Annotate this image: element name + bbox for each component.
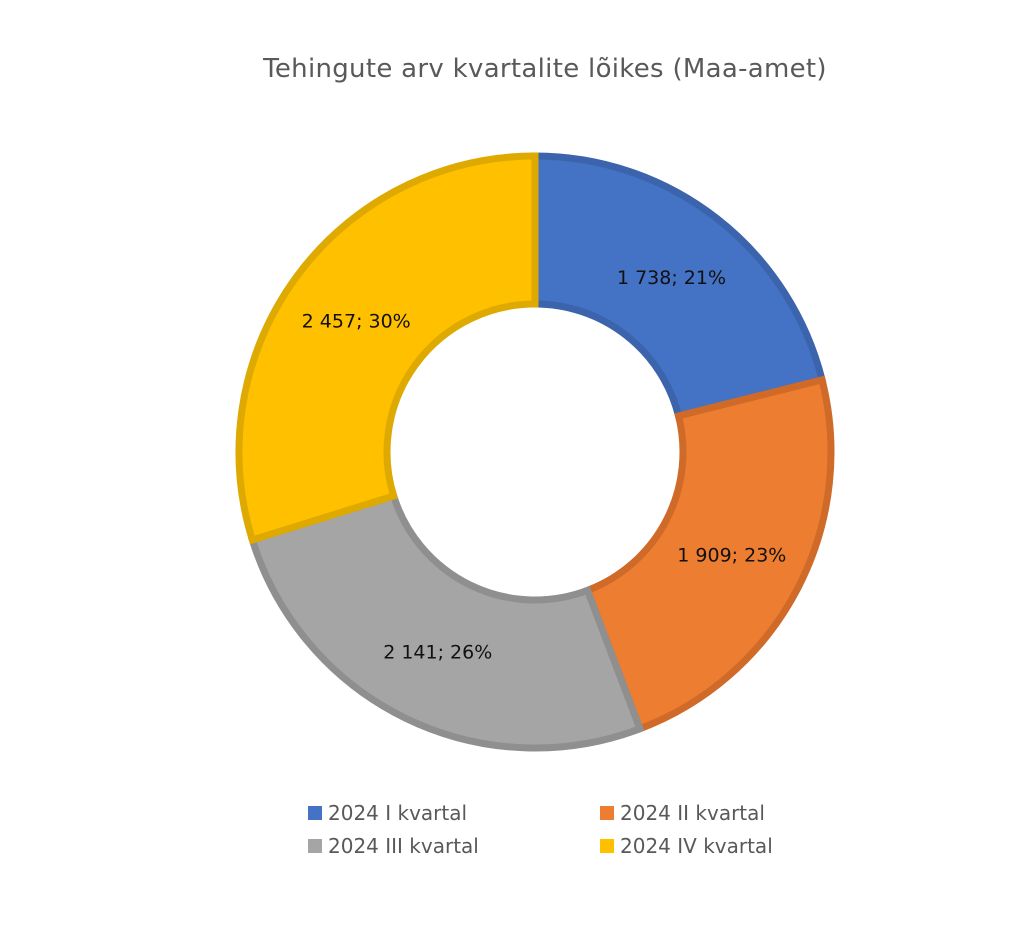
- legend-item-4: 2024 IV kvartal: [600, 834, 773, 858]
- slice-4: [235, 152, 539, 545]
- slice-1: [531, 152, 827, 421]
- legend-item-3: 2024 III kvartal: [308, 834, 479, 858]
- slice-2: [582, 375, 835, 734]
- legend-item-1: 2024 I kvartal: [308, 801, 467, 825]
- legend-label: 2024 II kvartal: [620, 801, 765, 825]
- data-label-4: 2 457; 30%: [302, 310, 411, 332]
- data-label-1: 1 738; 21%: [617, 267, 726, 289]
- slice-3: [247, 491, 645, 752]
- legend-item-2: 2024 II kvartal: [600, 801, 765, 825]
- doughnut-slices: [235, 152, 835, 752]
- legend: 2024 I kvartal 2024 II kvartal 2024 III kv…: [308, 801, 773, 858]
- data-label-2: 1 909; 23%: [677, 545, 786, 567]
- legend-swatch: [308, 839, 322, 853]
- legend-swatch: [600, 806, 614, 820]
- legend-label: 2024 IV kvartal: [620, 834, 773, 858]
- legend-label: 2024 III kvartal: [328, 834, 479, 858]
- data-labels: 1 738; 21% 1 909; 23% 2 141; 26% 2 457; 30%: [302, 267, 787, 664]
- data-label-3: 2 141; 26%: [383, 642, 492, 664]
- legend-swatch: [308, 806, 322, 820]
- chart-title: Tehingute arv kvartalite lõikes (Maa-ame…: [262, 54, 827, 84]
- legend-label: 2024 I kvartal: [328, 801, 467, 825]
- legend-swatch: [600, 839, 614, 853]
